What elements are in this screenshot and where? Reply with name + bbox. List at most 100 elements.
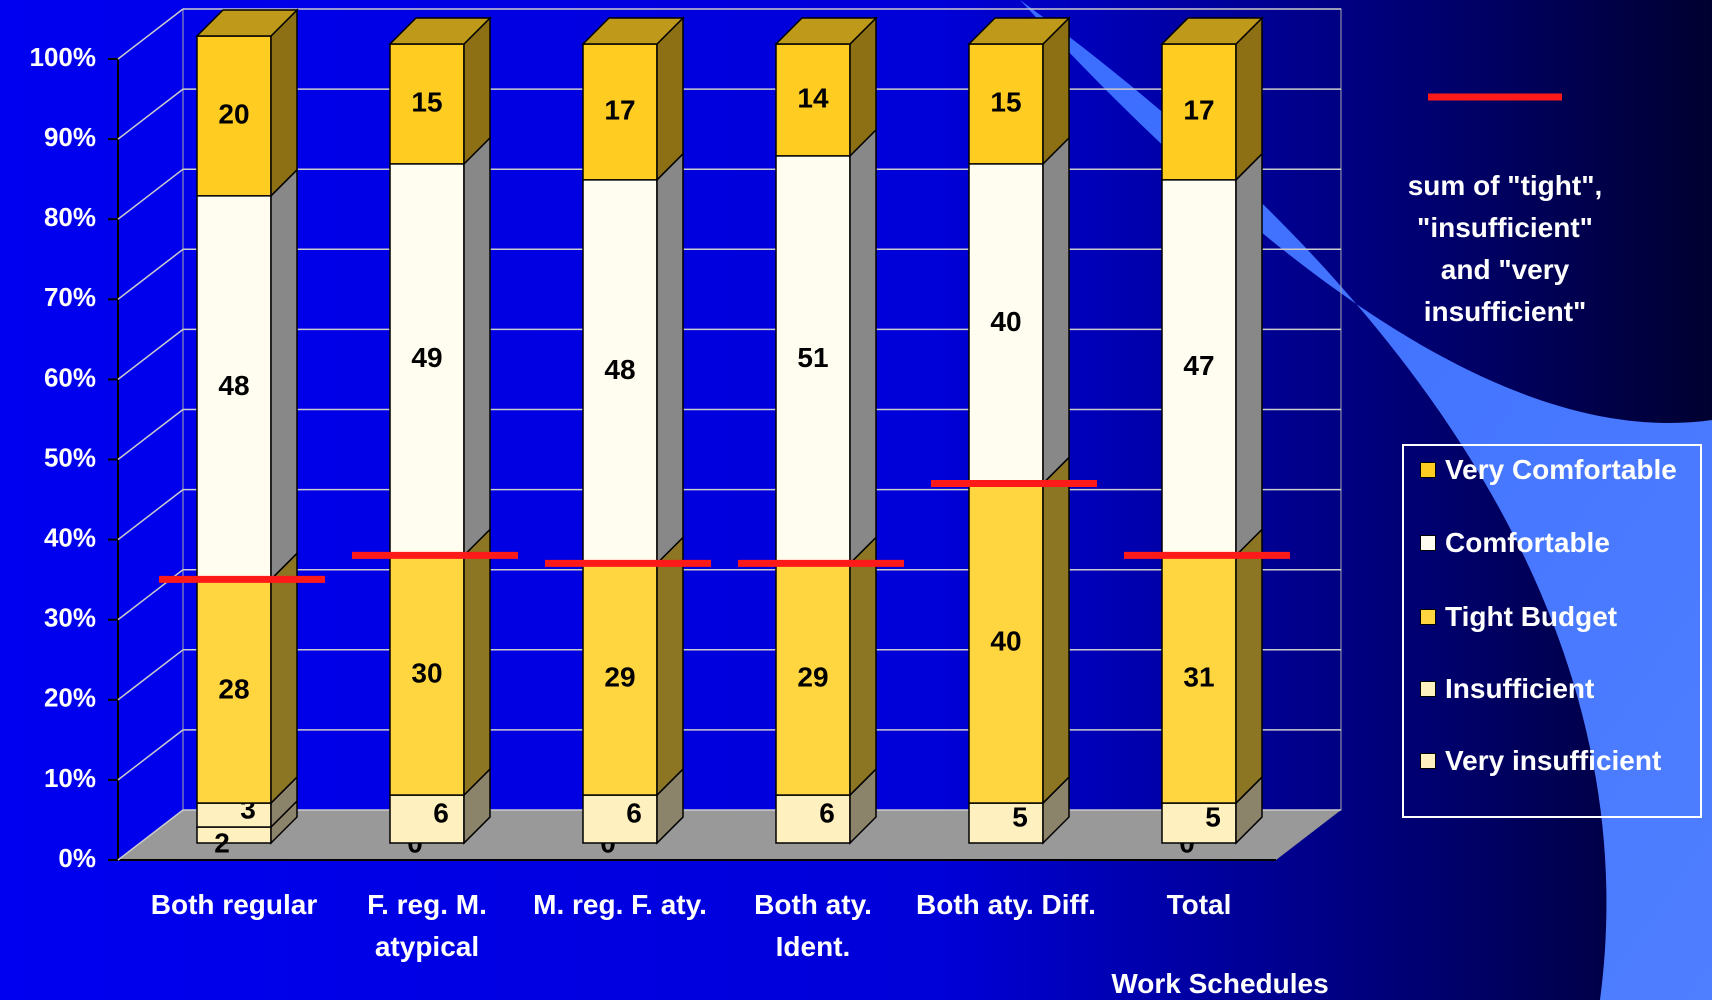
bar-segment bbox=[968, 802, 1044, 844]
bar-segment bbox=[389, 43, 465, 165]
bar-segment bbox=[1161, 554, 1237, 804]
bar-segment bbox=[389, 554, 465, 796]
y-tick-label: 20% bbox=[44, 683, 96, 713]
grid-diagonal bbox=[117, 328, 184, 380]
data-label: 2 bbox=[214, 827, 230, 858]
bar-side bbox=[463, 136, 491, 558]
bar-segment bbox=[1161, 802, 1237, 844]
data-label: 48 bbox=[218, 370, 249, 401]
bar-top bbox=[1160, 17, 1264, 45]
data-label: 17 bbox=[604, 94, 635, 125]
x-tick-label: M. reg. F. aty. bbox=[533, 889, 707, 920]
data-label: 31 bbox=[1183, 662, 1214, 693]
y-tick-label: 50% bbox=[44, 442, 96, 472]
data-label: 48 bbox=[604, 354, 635, 385]
data-label: 6 bbox=[626, 797, 642, 828]
data-label: 15 bbox=[990, 86, 1021, 117]
legend-swatch bbox=[1420, 753, 1436, 769]
bar-side bbox=[849, 128, 877, 566]
grid-diagonal bbox=[117, 809, 184, 861]
y-tick-label: 90% bbox=[44, 122, 96, 152]
bar-top bbox=[774, 17, 878, 45]
y-tick-label: 60% bbox=[44, 362, 96, 392]
bar-segment bbox=[582, 179, 658, 565]
x-tick-label: Both aty. Diff. bbox=[916, 889, 1096, 920]
bar-side bbox=[1235, 152, 1263, 558]
grid-diagonal bbox=[117, 649, 184, 701]
y-tick-label: 40% bbox=[44, 522, 96, 552]
bar-segment bbox=[196, 802, 272, 828]
bar-segment bbox=[196, 826, 272, 844]
y-tick-label: 100% bbox=[30, 42, 97, 72]
grid-diagonal bbox=[117, 408, 184, 461]
legend-swatch bbox=[1420, 535, 1436, 551]
grid-diagonal bbox=[117, 729, 184, 781]
data-label: 47 bbox=[1183, 350, 1214, 381]
bar-segment bbox=[775, 43, 851, 157]
bar-segment bbox=[582, 794, 658, 844]
bar-side bbox=[1042, 455, 1070, 805]
bar-segment bbox=[775, 794, 851, 844]
legend-label: Comfortable bbox=[1445, 527, 1610, 558]
data-label: 6 bbox=[433, 797, 449, 828]
bar-top bbox=[967, 17, 1071, 45]
bar-side bbox=[463, 527, 491, 797]
y-tick-label: 10% bbox=[44, 763, 96, 793]
data-label: 5 bbox=[1205, 801, 1221, 832]
bar-top bbox=[581, 17, 685, 45]
legend-label: Insufficient bbox=[1445, 673, 1595, 704]
data-label: 29 bbox=[604, 662, 635, 693]
data-label: 40 bbox=[990, 306, 1021, 337]
grid-diagonal bbox=[117, 168, 184, 220]
bar-top bbox=[388, 17, 492, 45]
bar-top bbox=[195, 9, 299, 37]
bar-side bbox=[270, 551, 298, 805]
bar-segment bbox=[389, 794, 465, 844]
bar-segment bbox=[582, 43, 658, 181]
data-label: 17 bbox=[1183, 94, 1214, 125]
y-tick-label: 30% bbox=[44, 603, 96, 633]
legend-swatch bbox=[1420, 609, 1436, 625]
x-tick-label: Both regular bbox=[150, 889, 318, 920]
data-label: 49 bbox=[411, 342, 442, 373]
legend-label: Tight Budget bbox=[1445, 601, 1618, 632]
bar-side bbox=[270, 167, 298, 582]
x-tick-label: F. reg. M. atypical bbox=[367, 889, 487, 962]
legend-swatch bbox=[1420, 462, 1436, 478]
data-label: 20 bbox=[218, 98, 249, 129]
legend-label: Very Comfortable bbox=[1445, 454, 1677, 485]
legend-line-label: sum of "tight", "insufficient" and "very… bbox=[1407, 170, 1603, 327]
legend-box bbox=[1402, 444, 1702, 818]
bar-side bbox=[270, 8, 298, 198]
data-label: 28 bbox=[218, 674, 249, 705]
bar-side bbox=[656, 16, 684, 182]
swoosh bbox=[1020, 0, 1712, 1000]
bar-segment bbox=[775, 562, 851, 796]
data-label: 6 bbox=[819, 797, 835, 828]
y-tick-label: 0% bbox=[58, 843, 96, 873]
bar-side bbox=[656, 535, 684, 797]
grid-diagonal bbox=[117, 248, 184, 300]
bar-segment bbox=[775, 155, 851, 565]
x-axis-title: Work Schedules bbox=[1111, 968, 1329, 999]
data-label: 30 bbox=[411, 658, 442, 689]
data-label: 5 bbox=[1012, 801, 1028, 832]
bar-side bbox=[1042, 136, 1070, 486]
x-tick-label: Both aty. Ident. bbox=[754, 889, 872, 962]
bar-side bbox=[1235, 16, 1263, 182]
y-tick-label: 70% bbox=[44, 282, 96, 312]
bar-side bbox=[656, 152, 684, 566]
bar-side bbox=[849, 535, 877, 797]
data-label: 29 bbox=[797, 662, 828, 693]
grid-diagonal bbox=[117, 88, 184, 140]
grid-diagonal bbox=[117, 8, 184, 60]
x-tick-label: Total bbox=[1166, 889, 1232, 920]
legend-label: Very insufficient bbox=[1445, 745, 1662, 776]
bar-side bbox=[1235, 527, 1263, 805]
data-label: 15 bbox=[411, 86, 442, 117]
bar-segment bbox=[196, 578, 272, 804]
data-label: 51 bbox=[797, 342, 828, 373]
y-tick-label: 80% bbox=[44, 202, 96, 232]
grid-diagonal bbox=[117, 489, 184, 541]
